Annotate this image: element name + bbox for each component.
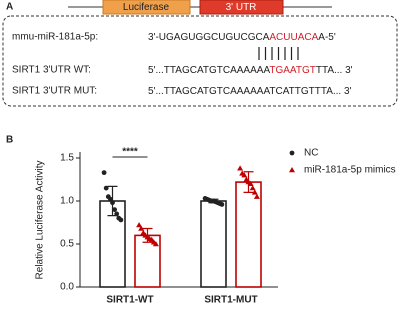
box-label: 3' UTR — [226, 2, 257, 13]
legend-marker — [289, 167, 295, 173]
data-point — [152, 241, 159, 247]
seq-part: TTA... 3' — [316, 65, 353, 76]
data-point — [241, 172, 248, 178]
pairing-bars — [258, 47, 299, 60]
significance: **** — [122, 147, 138, 158]
data-point — [103, 185, 109, 191]
bar — [235, 181, 262, 288]
y-tick-label: 1.0 — [60, 196, 74, 207]
data-point — [253, 193, 260, 199]
y-tick-label: 1.5 — [60, 153, 74, 164]
luciferase-box — [102, 0, 191, 15]
legend-label: miR-181a-5p mimics — [304, 165, 396, 176]
data-point — [249, 185, 256, 191]
row-name: SIRT1 3'UTR WT: — [12, 65, 91, 76]
sequence: 5'...TTAGCATGTCAAAAAATGAATGTTTA... 3' — [148, 65, 353, 76]
seed-part: TGAATGT — [269, 65, 315, 76]
y-axis-label: Relative Luciferase Activity — [35, 161, 46, 280]
sequence: 3'-UGAGUGGCUGUCGCAACUUACAA-5' — [148, 32, 336, 43]
data-point — [108, 196, 113, 202]
data-point — [112, 207, 117, 213]
seq-part: 3'-UGAGUGGCUGUCGCA — [148, 32, 270, 43]
y-tick-label: 0.5 — [60, 239, 74, 250]
data-point — [219, 202, 225, 207]
seq-part: A-5' — [318, 32, 336, 43]
x-tick-label: SIRT1-MUT — [204, 295, 257, 306]
data-point — [110, 200, 115, 206]
data-point — [118, 217, 124, 223]
y-tick-label: 0.0 — [60, 282, 74, 293]
data-point — [101, 170, 107, 176]
seed-part: ACUUACA — [269, 32, 318, 43]
data-point — [138, 225, 145, 231]
row-name: mmu-miR-181a-5p: — [12, 32, 98, 43]
x-tick-label: SIRT1-WT — [106, 295, 153, 306]
legend-marker — [289, 150, 295, 156]
panel-label: B — [6, 135, 13, 146]
data-point — [251, 189, 258, 195]
box-label: Luciferase — [123, 2, 170, 13]
panel-label: A — [6, 2, 13, 13]
dashed-box — [2, 15, 398, 107]
data-point — [114, 211, 120, 217]
sequence: 5'...TTAGCATGTCAAAAAATCATTGTTTA... 3' — [148, 86, 352, 97]
data-point — [136, 222, 143, 228]
data-point — [237, 165, 244, 171]
legend-label: NC — [304, 148, 318, 159]
row-name: SIRT1 3'UTR MUT: — [12, 86, 97, 97]
data-point — [247, 180, 254, 186]
utr-box — [199, 0, 284, 15]
bar — [200, 200, 227, 288]
seq-part: 5'...TTAGCATGTCAAAAAATCATTGTTTA... 3' — [148, 86, 352, 97]
seq-part: 5'...TTAGCATGTCAAAAAA — [148, 65, 270, 76]
